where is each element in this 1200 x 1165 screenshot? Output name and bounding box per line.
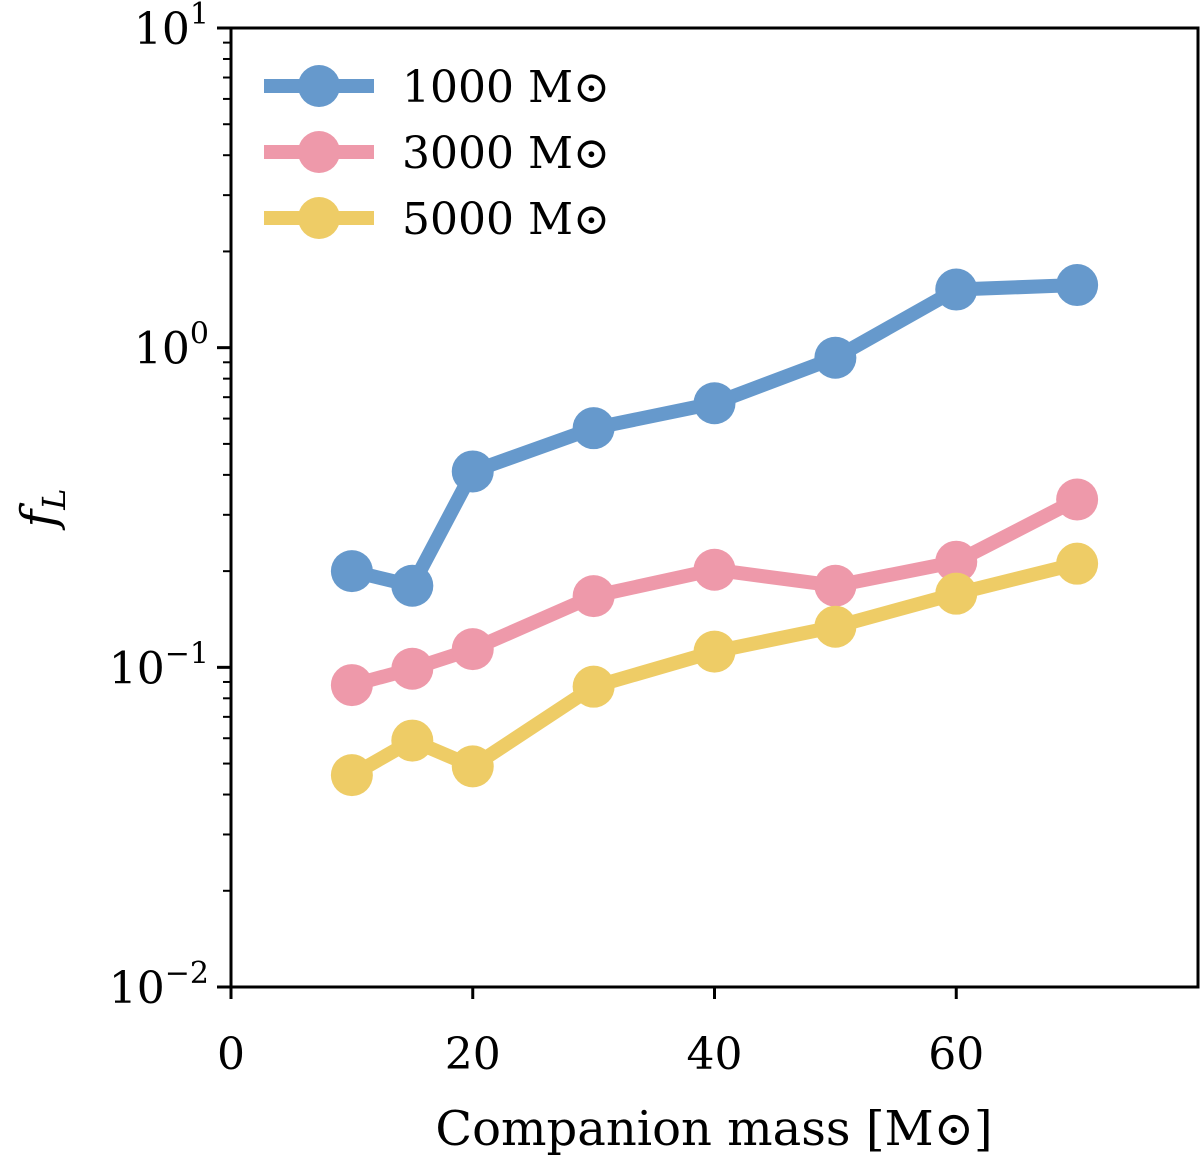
data-point [814, 605, 857, 648]
legend-label: 3000 M⊙ [402, 128, 610, 179]
data-point [391, 719, 434, 762]
legend-label: 5000 M⊙ [402, 194, 610, 245]
data-point [451, 450, 494, 493]
legend-marker [298, 65, 340, 107]
data-point [330, 754, 373, 797]
x-tick-label: 0 [217, 1029, 245, 1080]
y-tick-label: 10−1 [109, 636, 209, 694]
data-point [1056, 478, 1099, 521]
series-0 [330, 264, 1099, 607]
y-tick-base: 10 [109, 963, 165, 1014]
y-tick-exponent: 0 [190, 317, 209, 352]
legend-label: 1000 M⊙ [402, 62, 610, 113]
y-axis-label-sub: L [35, 488, 73, 510]
data-point [814, 564, 857, 607]
x-axis-label: Companion mass [M⊙] [435, 1101, 992, 1157]
data-point [693, 548, 736, 591]
data-point [935, 572, 978, 615]
data-point [451, 745, 494, 788]
data-point [330, 664, 373, 707]
data-point [693, 630, 736, 673]
x-tick-label: 20 [445, 1029, 501, 1080]
y-tick-base: 10 [109, 643, 165, 694]
y-tick-exponent: −1 [165, 636, 209, 671]
y-tick-label: 10−2 [109, 956, 209, 1014]
data-point [935, 268, 978, 311]
data-point [330, 550, 373, 593]
legend-marker [298, 131, 340, 173]
data-point [935, 540, 978, 583]
data-point [1056, 264, 1099, 307]
data-point [1056, 542, 1099, 585]
y-tick-base: 10 [134, 324, 190, 375]
y-tick-base: 10 [134, 4, 190, 55]
series-1 [330, 478, 1099, 707]
data-point [693, 382, 736, 425]
data-point [391, 564, 434, 607]
data-point [391, 647, 434, 690]
series-line [350, 278, 1078, 593]
series-2 [330, 542, 1099, 797]
y-tick-exponent: −2 [165, 956, 209, 991]
data-point [572, 575, 615, 618]
y-axis-label: fL [11, 488, 73, 530]
data-point [572, 665, 615, 708]
y-tick-label: 100 [134, 317, 209, 375]
data-point [572, 407, 615, 450]
legend: 1000 M⊙ 3000 M⊙ 5000 M⊙ [264, 62, 610, 245]
y-tick-label: 101 [134, 0, 209, 55]
legend-marker [298, 197, 340, 239]
data-point [451, 628, 494, 671]
y-tick-exponent: 1 [190, 0, 209, 32]
x-tick-label: 40 [687, 1029, 743, 1080]
data-point [814, 336, 857, 379]
x-tick-label: 60 [928, 1029, 984, 1080]
